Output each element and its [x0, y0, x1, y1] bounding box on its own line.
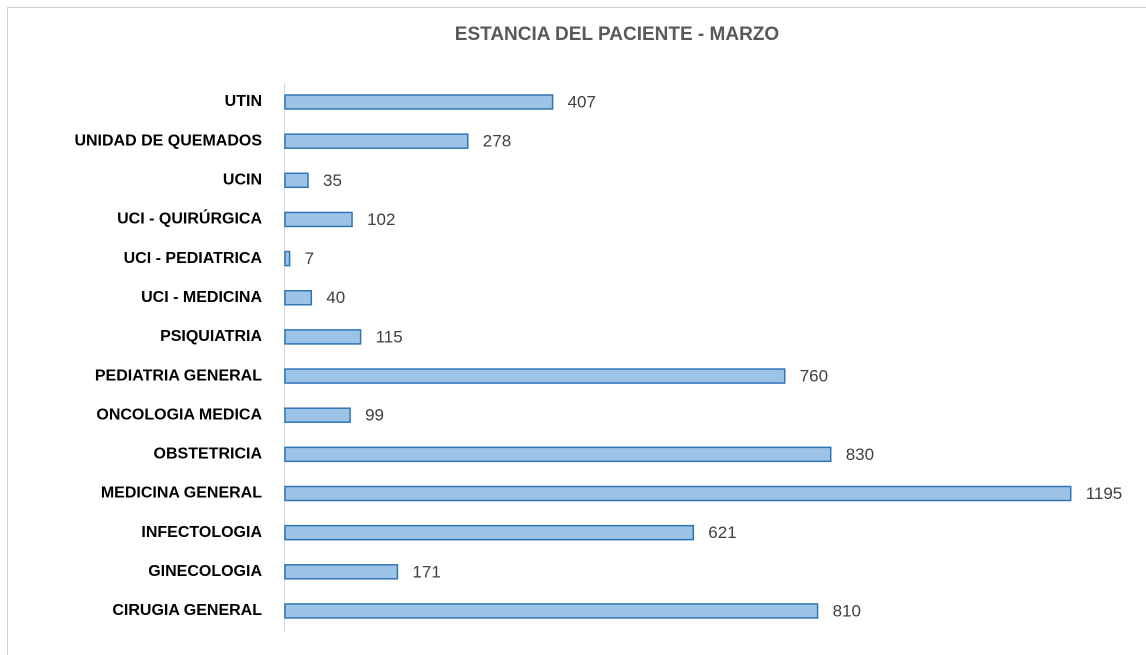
value-label: 35: [323, 171, 342, 190]
bar: [284, 564, 399, 580]
bar: [284, 603, 819, 619]
y-tick-label: PEDIATRIA GENERAL: [95, 367, 262, 384]
y-tick-label: OBSTETRICIA: [154, 446, 263, 463]
bar: [284, 211, 353, 228]
y-tick-label: PSIQUIATRIA: [160, 328, 262, 345]
y-tick-label: ONCOLOGIA MEDICA: [96, 406, 262, 423]
value-label: 407: [568, 92, 596, 111]
value-label: 830: [846, 445, 874, 464]
y-tick-label: UCI - MEDICINA: [141, 289, 262, 306]
value-label: 102: [367, 210, 395, 229]
bar: [284, 407, 351, 423]
chart-frame: [7, 7, 1146, 655]
bar: [284, 524, 695, 541]
bar: [284, 329, 362, 345]
bar: [284, 250, 291, 267]
value-label: 1195: [1086, 484, 1123, 503]
y-tick-label: UCI - QUIRÚRGICA: [117, 209, 262, 228]
y-tick-label: GINECOLOGIA: [148, 563, 262, 580]
y-tick-label: MEDICINA GENERAL: [101, 485, 262, 502]
value-label: 115: [376, 327, 403, 346]
y-tick-label: CIRUGIA GENERAL: [112, 602, 262, 619]
y-tick-label: UNIDAD DE QUEMADOS: [74, 132, 262, 149]
y-tick-label: UCIN: [223, 172, 262, 189]
value-label: 760: [800, 367, 828, 386]
bar: [284, 290, 313, 306]
value-label: 40: [326, 288, 345, 307]
chart-title: ESTANCIA DEL PACIENTE - MARZO: [455, 24, 779, 45]
bar: [284, 94, 554, 110]
bar: [284, 172, 309, 189]
value-label: 810: [833, 601, 861, 620]
value-label: 621: [708, 523, 736, 542]
bar: [284, 485, 1072, 502]
value-label: 99: [365, 406, 384, 425]
y-tick-label: UTIN: [225, 93, 262, 110]
bar: [284, 368, 786, 384]
y-tick-label: UCI - PEDIATRICA: [124, 250, 263, 267]
value-label: 171: [412, 562, 440, 581]
value-label: 278: [483, 132, 511, 151]
bar: [284, 446, 832, 463]
bar: [284, 133, 469, 149]
value-label: 7: [305, 249, 314, 268]
y-tick-label: INFECTOLOGIA: [141, 524, 262, 541]
